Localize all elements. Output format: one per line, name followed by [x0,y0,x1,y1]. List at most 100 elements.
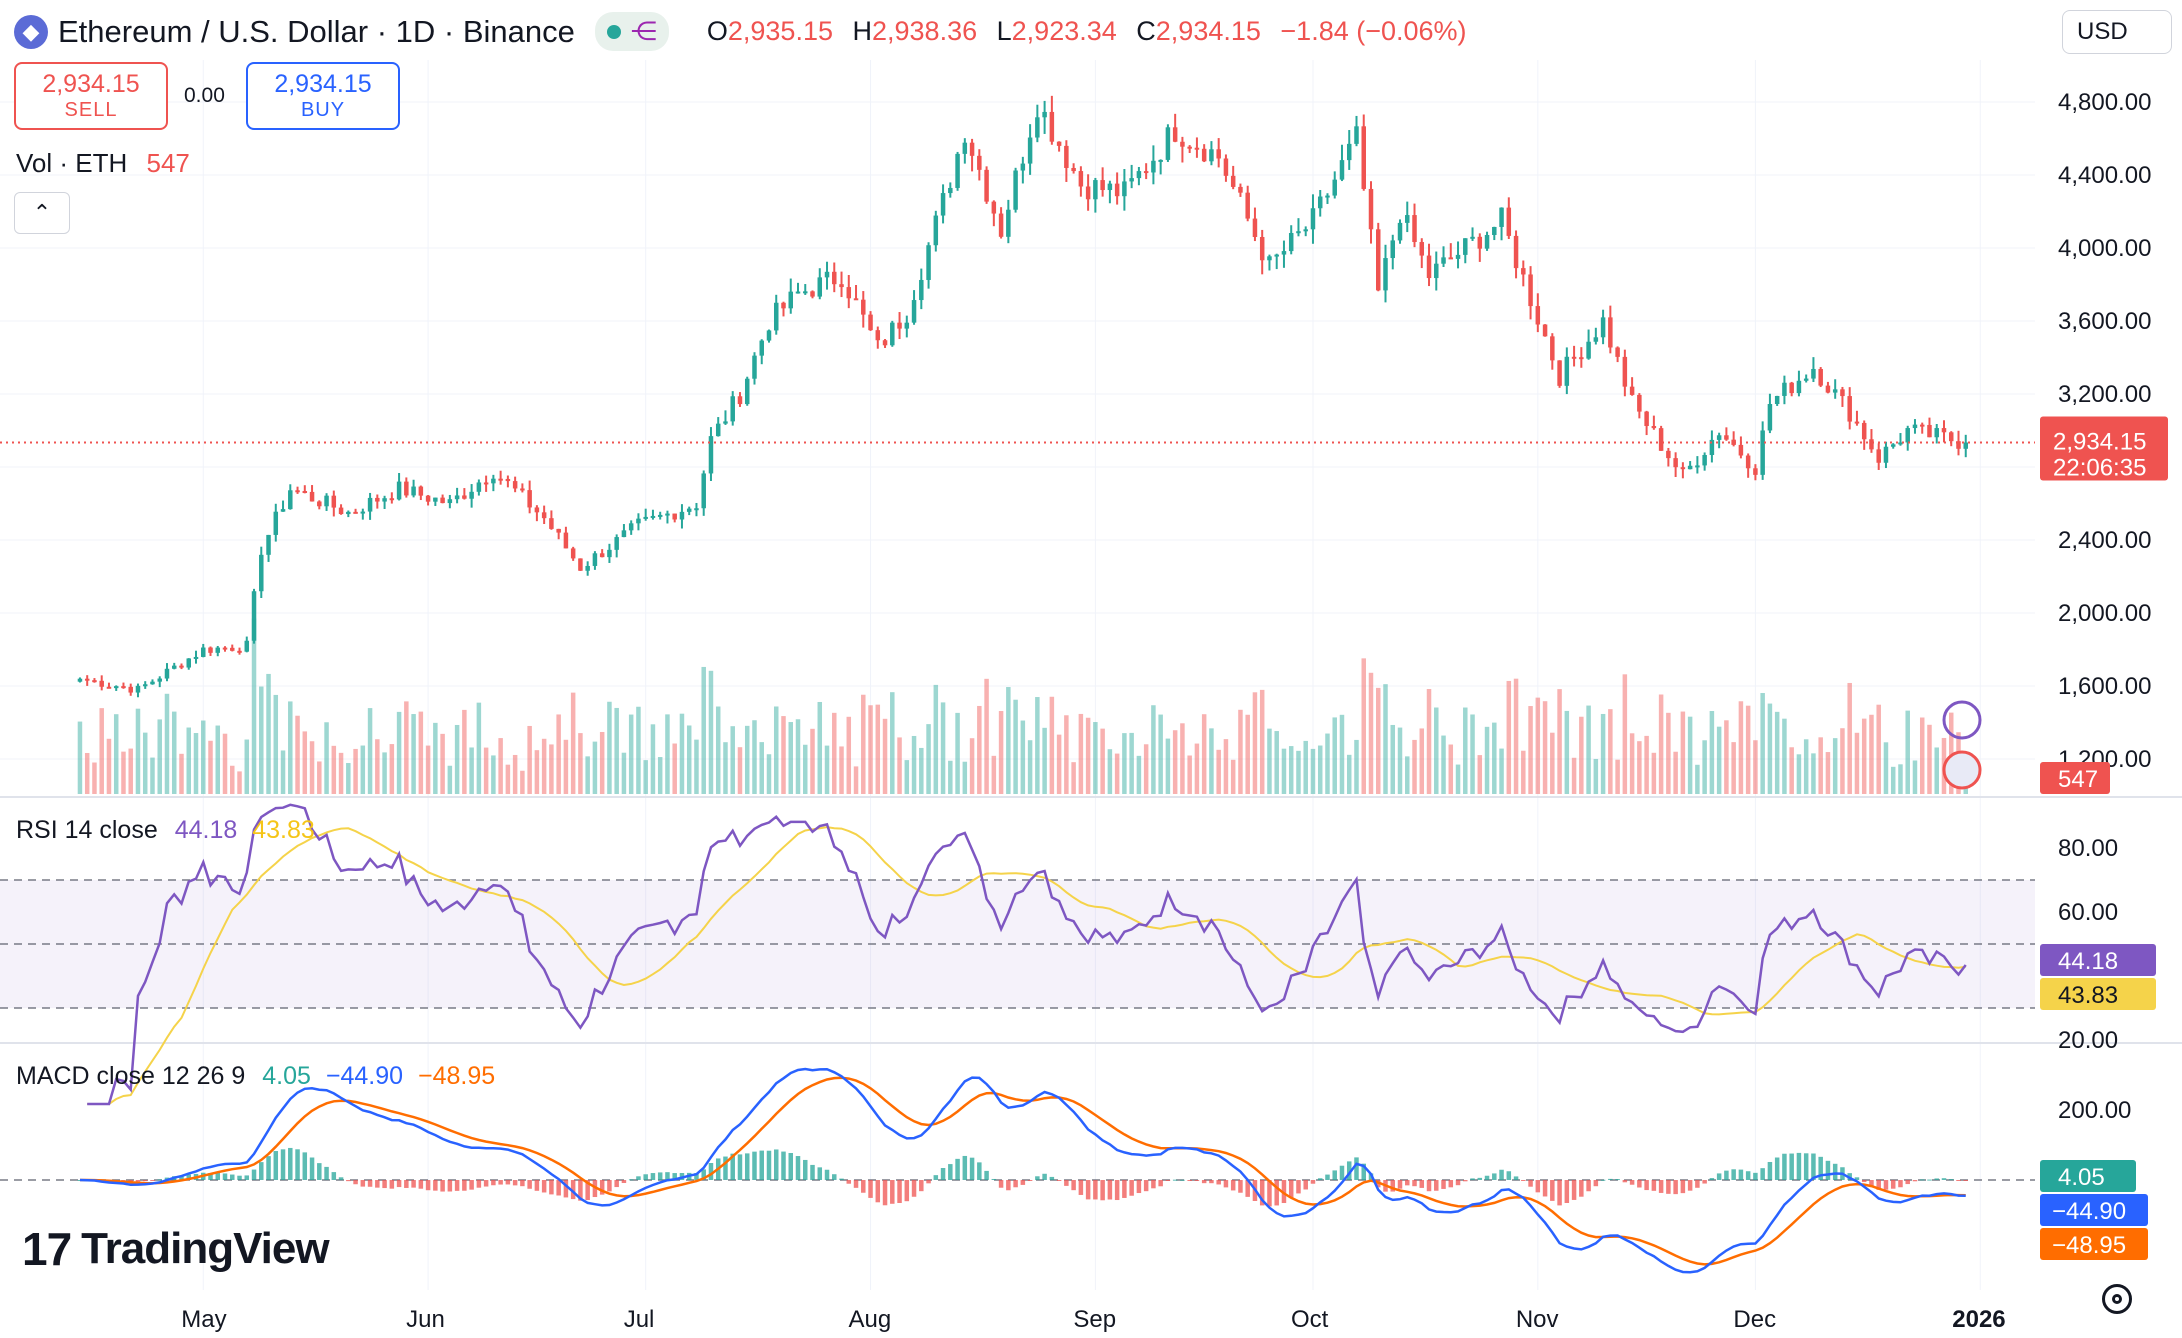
candle-body [1927,424,1932,438]
candle-body [360,511,366,514]
macd-histogram-bar [1745,1171,1751,1180]
volume-bar [1463,707,1468,794]
candle-body [926,245,931,280]
volume-bar [991,755,997,794]
volume-bar [1006,687,1011,794]
macd-histogram-bar [1245,1180,1250,1197]
macd-histogram-bar [454,1180,460,1191]
macd-histogram-bar [1608,1178,1613,1180]
macd-line [79,1067,1966,1274]
volume-bar [1346,754,1352,794]
volume-bar [824,745,830,794]
volume-bar [1042,727,1047,794]
volume-bar [1114,753,1120,794]
macd-signal-badge [2040,1228,2148,1260]
volume-bar [244,739,250,794]
collapse-legend-button[interactable]: ⌃ [14,192,70,234]
volume-bar [1811,753,1816,794]
macd-histogram-bar [773,1149,779,1180]
volume-bar [440,733,445,794]
volume-legend[interactable]: Vol · ETH 547 [16,148,190,179]
volume-bar [948,760,953,794]
candle-body [1738,444,1744,456]
candle-body [1042,111,1047,118]
volume-bar [715,706,721,794]
candle-body [628,523,634,531]
macd-histogram-bar [462,1180,467,1191]
volume-bar [1368,672,1374,794]
candle-body [919,279,924,301]
macd-legend[interactable]: MACD close 12 26 9 4.05 −44.90 −48.95 [16,1062,495,1091]
price-axis-label: 1,600.00 [2058,673,2151,700]
volume-bar [186,727,191,794]
volume-bar [1296,750,1301,794]
macd-histogram-bar [1796,1152,1802,1180]
price-axis-label: 2,000.00 [2058,600,2151,627]
macd-histogram-bar [1361,1163,1366,1180]
candle-body [367,497,373,512]
macd-histogram-bar [1027,1180,1033,1181]
candle-body [1027,137,1033,164]
macd-histogram-bar [527,1180,532,1189]
candle-body [164,668,170,679]
candle-body [1847,396,1852,422]
candle-body [382,498,387,502]
candle-body [1753,468,1758,475]
candle-body [512,481,518,489]
volume-value: 547 [146,148,190,178]
candle-body [948,187,953,194]
macd-histogram-bar [382,1180,387,1189]
volume-bar [628,714,634,794]
volume-bar [1919,717,1925,794]
candle-body [1122,181,1127,197]
candle-body [1426,255,1432,279]
volume-bar [795,719,801,794]
volume-bar [919,747,924,794]
candle-body [1216,149,1221,159]
macd-histogram-bar [1912,1180,1918,1182]
candle-body [1085,186,1091,200]
candle-body [730,396,735,422]
tradingview-wordmark: TradingView [81,1224,329,1273]
symbol-title[interactable]: Ethereum / U.S. Dollar · 1D · Binance [58,13,575,49]
candle-body [1187,146,1192,149]
macd-histogram-bar [1238,1180,1243,1193]
volume-bar [1085,717,1091,794]
volume-bar [222,733,228,794]
tradingview-logo[interactable]: 17 TradingView [22,1222,330,1276]
volume-bar [1434,707,1439,794]
volume-bar [1702,740,1707,794]
sell-button[interactable]: 2,934.15 SELL [14,62,168,130]
volume-bar [998,711,1004,794]
candle-body [1521,268,1526,275]
macd-histogram-bar [1020,1180,1026,1185]
volume-bar [1187,755,1192,794]
settings-gear-icon[interactable] [2102,1284,2132,1314]
macd-histogram-bar [331,1172,337,1180]
candle-body [773,302,779,331]
macd-badge-value: −44.90 [2052,1198,2126,1225]
volume-bar [1803,739,1809,794]
volume-bar [1680,711,1686,794]
candle-body [1361,126,1366,189]
candle-body [556,528,561,533]
macd-histogram-bar [520,1180,525,1187]
volume-bar [1035,697,1040,794]
candle-body [1890,444,1896,447]
status-pill[interactable]: ⋲ [594,12,669,51]
candle-body [1622,356,1628,387]
volume-bar [346,763,351,794]
macd-histogram-bar [1883,1180,1889,1190]
rsi-legend[interactable]: RSI 14 close 44.18 43.83 [16,816,315,845]
rsi-line [87,803,1967,1106]
buy-button[interactable]: 2,934.15 BUY [246,62,400,130]
macd-histogram-bar [179,1175,184,1180]
candle-body [1535,306,1541,325]
candle-body [969,142,975,156]
candle-body [549,518,554,529]
volume-bar [1629,733,1635,794]
volume-bar [1274,731,1279,794]
currency-select[interactable]: USD [2062,10,2172,54]
volume-bar [1731,742,1736,794]
